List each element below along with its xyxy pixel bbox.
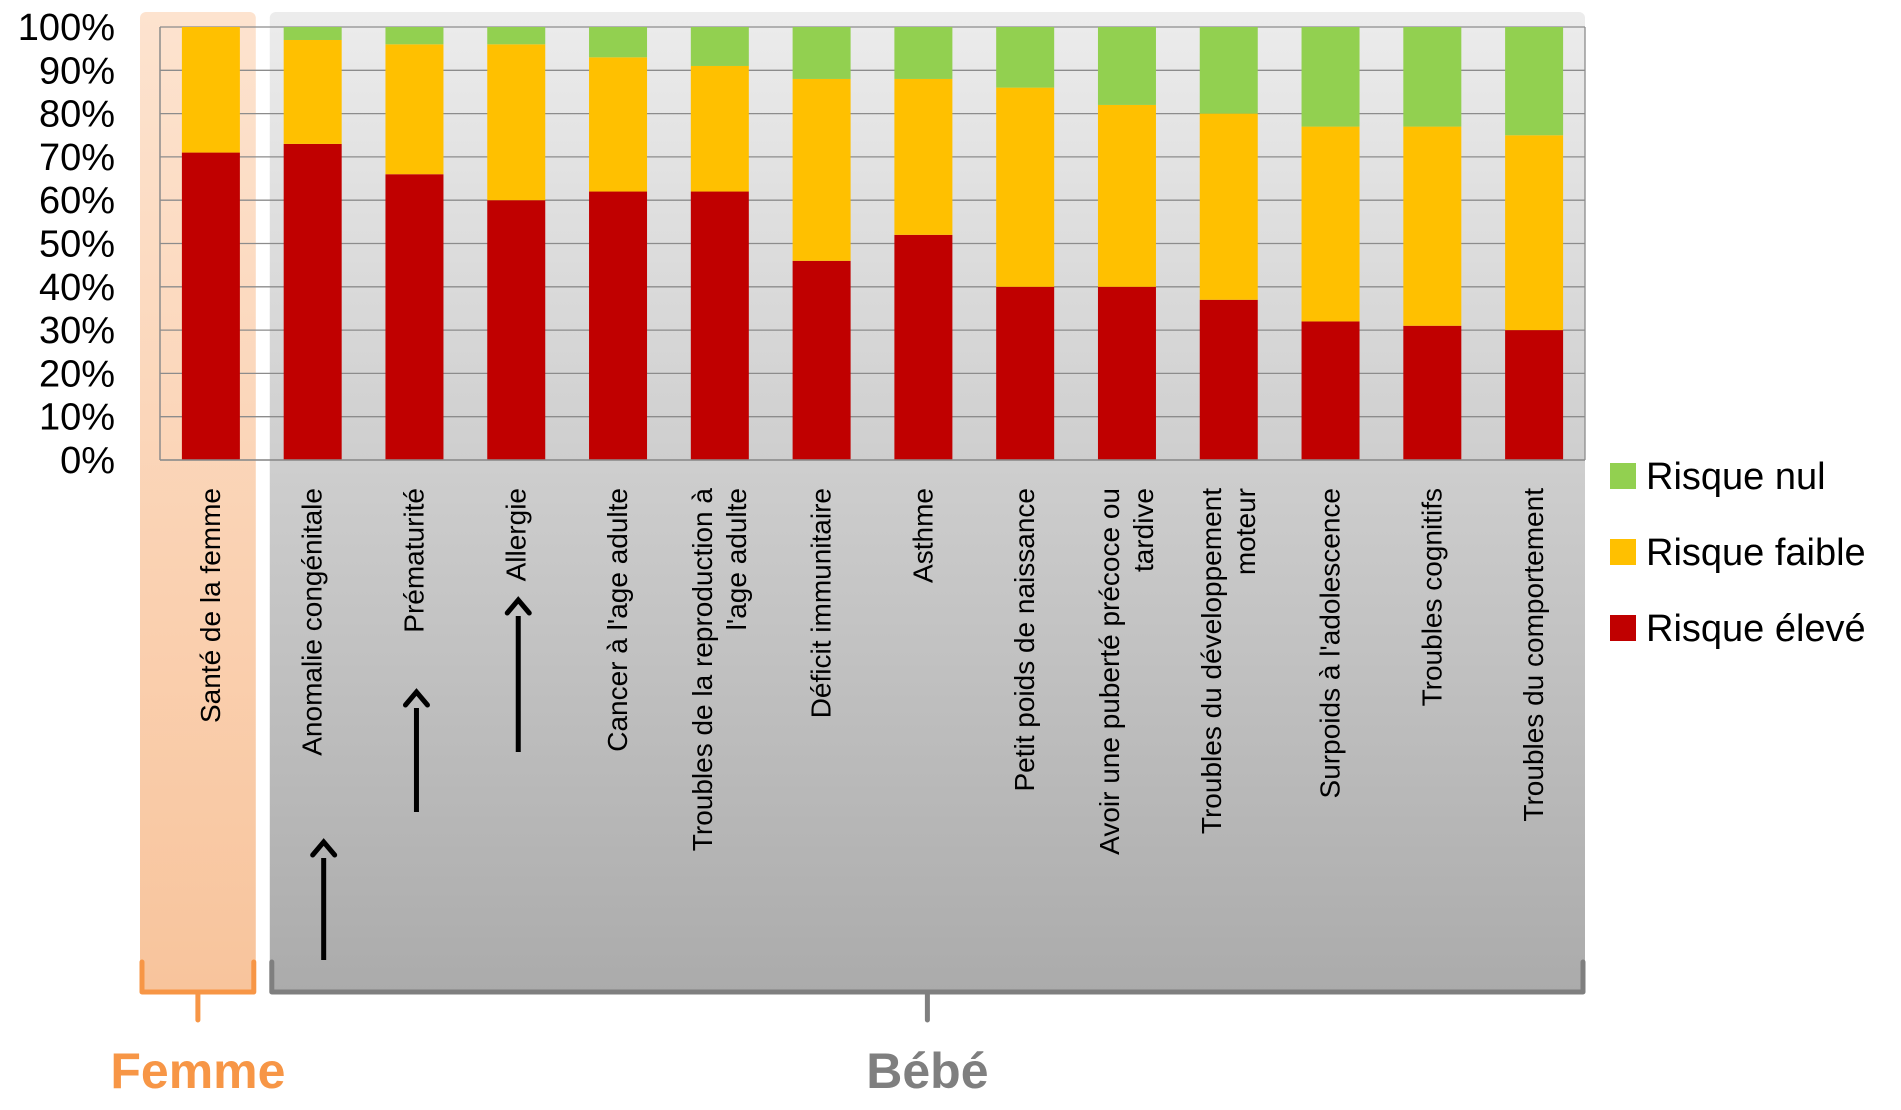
bar-segment-risque-nul bbox=[1301, 27, 1360, 127]
x-tick-label: Déficit immunitaire bbox=[806, 488, 837, 718]
bar-segment-risque-eleve bbox=[996, 286, 1055, 460]
bar-segment-risque-faible bbox=[487, 44, 546, 201]
x-tick-label: l'age adulte bbox=[721, 488, 752, 630]
x-tick-label: tardive bbox=[1128, 488, 1159, 572]
y-tick-label: 40% bbox=[39, 267, 115, 309]
legend-label-risque-eleve: Risque élevé bbox=[1646, 608, 1866, 650]
x-tick-label: Surpoids à l'adolescence bbox=[1315, 488, 1346, 798]
bar-segment-risque-eleve bbox=[1301, 321, 1360, 460]
y-tick-label: 90% bbox=[39, 50, 115, 92]
x-tick-label: Troubles de la reproduction à bbox=[687, 488, 718, 852]
bar-segment-risque-nul bbox=[792, 27, 851, 79]
up-arrow-head bbox=[310, 838, 338, 858]
up-arrow-head bbox=[402, 688, 430, 708]
y-tick-label: 70% bbox=[39, 137, 115, 179]
y-tick-label: 0% bbox=[60, 440, 115, 482]
bar-segment-risque-faible bbox=[690, 65, 749, 192]
x-tick-label: Cancer à l'age adulte bbox=[602, 488, 633, 752]
legend-label-risque-faible: Risque faible bbox=[1646, 532, 1866, 574]
bar-segment-risque-faible bbox=[589, 57, 648, 192]
x-tick-label: Santé de la femme bbox=[195, 488, 226, 723]
y-tick-label: 60% bbox=[39, 180, 115, 222]
y-tick-label: 80% bbox=[39, 94, 115, 136]
x-tick-label: Asthme bbox=[907, 488, 938, 583]
bar-segment-risque-nul bbox=[1403, 27, 1462, 127]
bar-segment-risque-eleve bbox=[690, 191, 749, 461]
bar-segment-risque-faible bbox=[996, 87, 1055, 287]
group-label-bebe: Bébé bbox=[866, 1043, 988, 1099]
bar-segment-risque-eleve bbox=[1403, 325, 1462, 460]
bar-segment-risque-nul bbox=[385, 27, 444, 45]
bar-segment-risque-faible bbox=[385, 44, 444, 175]
bar-segment-risque-nul bbox=[283, 27, 342, 40]
bar-segment-risque-nul bbox=[1505, 27, 1564, 136]
bar-segment-risque-nul bbox=[589, 27, 648, 58]
bar-segment-risque-faible bbox=[1403, 126, 1462, 326]
bar-segment-risque-faible bbox=[1097, 104, 1156, 287]
y-tick-label: 20% bbox=[39, 353, 115, 395]
x-tick-label: Troubles du développement bbox=[1196, 488, 1227, 834]
bar-segment-risque-eleve bbox=[487, 200, 546, 460]
bar-segment-risque-nul bbox=[996, 27, 1055, 88]
bar-segment-risque-nul bbox=[1199, 27, 1258, 114]
x-tick-label: Avoir une puberté précoce ou bbox=[1094, 488, 1125, 855]
bar-segment-risque-faible bbox=[792, 78, 851, 261]
x-tick-label: Troubles cognitifs bbox=[1416, 488, 1447, 706]
bar-segment-risque-nul bbox=[894, 27, 953, 79]
bar-segment-risque-eleve bbox=[1199, 299, 1258, 460]
group-brace-bebe bbox=[269, 959, 1586, 1023]
group-label-femme: Femme bbox=[110, 1043, 285, 1099]
x-tick-label: Allergie bbox=[500, 488, 531, 581]
group-brace-femme bbox=[139, 959, 257, 1023]
bar-segment-risque-faible bbox=[181, 27, 240, 153]
bar-segment-risque-faible bbox=[1301, 126, 1360, 322]
y-tick-label: 100% bbox=[18, 7, 115, 49]
x-tick-label: Petit poids de naissance bbox=[1009, 488, 1040, 792]
y-tick-label: 50% bbox=[39, 224, 115, 266]
bar-segment-risque-eleve bbox=[385, 174, 444, 460]
bar-segment-risque-eleve bbox=[1097, 286, 1156, 460]
bar-segment-risque-eleve bbox=[894, 234, 953, 460]
bar-segment-risque-eleve bbox=[589, 191, 648, 461]
bar-segment-risque-eleve bbox=[1505, 330, 1564, 460]
x-tick-label: Troubles du comportement bbox=[1518, 488, 1549, 822]
y-tick-label: 30% bbox=[39, 310, 115, 352]
up-arrow-head bbox=[504, 596, 532, 616]
bar-segment-risque-nul bbox=[690, 27, 749, 66]
bar-segment-risque-faible bbox=[1199, 113, 1258, 300]
legend-swatch-risque-eleve bbox=[1610, 615, 1636, 641]
legend-label-risque-nul: Risque nul bbox=[1646, 456, 1826, 498]
x-tick-label: Prématurité bbox=[398, 488, 429, 633]
legend-swatch-risque-nul bbox=[1610, 463, 1636, 489]
y-tick-label: 10% bbox=[39, 397, 115, 439]
x-tick-label: moteur bbox=[1230, 488, 1261, 575]
bar-segment-risque-faible bbox=[283, 39, 342, 144]
bar-segment-risque-nul bbox=[1097, 27, 1156, 105]
bar-segment-risque-faible bbox=[894, 78, 953, 235]
bar-segment-risque-eleve bbox=[181, 152, 240, 460]
x-tick-label: Anomalie congénitale bbox=[297, 488, 328, 756]
legend-swatch-risque-faible bbox=[1610, 539, 1636, 565]
bar-segment-risque-eleve bbox=[792, 260, 851, 460]
bar-segment-risque-eleve bbox=[283, 143, 342, 460]
bar-segment-risque-nul bbox=[487, 27, 546, 45]
bar-segment-risque-faible bbox=[1505, 135, 1564, 331]
